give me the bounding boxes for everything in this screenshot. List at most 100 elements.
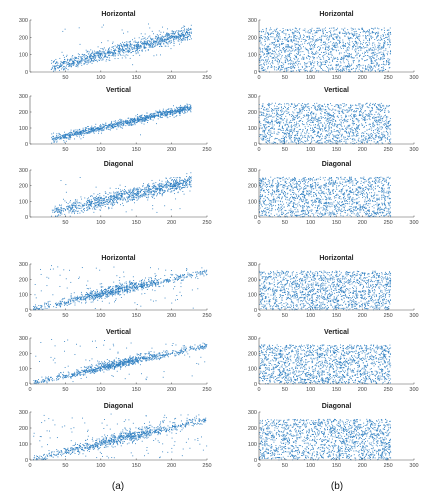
point <box>141 122 143 124</box>
point <box>342 28 344 30</box>
point <box>305 48 307 50</box>
point <box>340 58 342 60</box>
point <box>374 118 376 120</box>
point <box>297 58 299 60</box>
point <box>366 59 368 61</box>
point <box>88 60 90 62</box>
point <box>158 112 159 114</box>
point <box>89 130 91 132</box>
point <box>314 39 316 41</box>
point <box>382 69 384 71</box>
point <box>78 56 79 58</box>
point <box>88 59 90 61</box>
point <box>326 117 328 119</box>
point <box>182 32 184 34</box>
point <box>81 130 83 132</box>
point <box>384 41 386 43</box>
point <box>346 48 348 50</box>
point <box>356 57 358 59</box>
point <box>368 64 370 66</box>
point <box>169 37 171 39</box>
point <box>147 116 149 118</box>
point <box>356 65 357 67</box>
point <box>299 138 301 140</box>
point <box>304 28 306 30</box>
point <box>135 51 136 53</box>
point <box>294 61 296 63</box>
point <box>166 115 167 116</box>
point <box>331 44 333 46</box>
point <box>298 103 300 104</box>
point <box>361 135 363 136</box>
point <box>268 110 270 112</box>
point <box>331 109 333 111</box>
point <box>264 115 266 117</box>
point <box>348 109 350 111</box>
point <box>310 41 311 43</box>
point <box>63 61 65 62</box>
point <box>347 120 349 122</box>
point <box>324 128 325 130</box>
point <box>86 127 88 129</box>
point <box>264 61 266 63</box>
point <box>353 62 354 64</box>
point <box>293 36 295 38</box>
point <box>366 44 368 45</box>
point <box>276 38 278 40</box>
point <box>72 58 74 60</box>
point <box>112 54 114 55</box>
point <box>259 61 261 63</box>
point <box>298 138 300 140</box>
point <box>268 52 270 54</box>
point <box>365 37 367 39</box>
point <box>357 47 359 49</box>
point <box>383 116 385 118</box>
point <box>61 68 62 70</box>
point <box>124 120 126 122</box>
point <box>363 39 365 41</box>
point <box>342 39 344 41</box>
point <box>311 50 313 52</box>
point <box>366 30 368 32</box>
point <box>298 71 300 73</box>
point <box>185 32 187 34</box>
point <box>374 48 376 50</box>
point <box>296 112 298 114</box>
point <box>320 112 321 114</box>
point <box>316 121 318 122</box>
point <box>358 50 360 52</box>
point <box>92 131 94 133</box>
point <box>350 114 351 116</box>
point <box>265 56 267 58</box>
point <box>118 126 120 128</box>
point <box>119 49 121 51</box>
point <box>333 140 335 141</box>
point <box>345 55 347 57</box>
point <box>161 113 163 115</box>
point <box>389 41 391 43</box>
point <box>390 31 391 33</box>
point <box>133 47 135 49</box>
point <box>300 120 302 122</box>
point <box>87 126 89 128</box>
point <box>345 66 347 68</box>
point <box>274 59 276 61</box>
point <box>83 56 85 58</box>
point <box>332 68 334 70</box>
point <box>336 126 338 128</box>
point <box>291 103 292 105</box>
point <box>374 138 376 140</box>
point <box>131 121 133 123</box>
point <box>376 52 378 54</box>
point <box>328 129 330 131</box>
point <box>294 40 296 42</box>
point <box>99 57 101 59</box>
point <box>267 110 269 112</box>
point <box>162 40 164 41</box>
point <box>286 129 288 130</box>
point <box>278 139 280 141</box>
point <box>144 116 146 118</box>
point <box>99 125 101 126</box>
point <box>385 126 387 127</box>
point <box>298 53 299 55</box>
